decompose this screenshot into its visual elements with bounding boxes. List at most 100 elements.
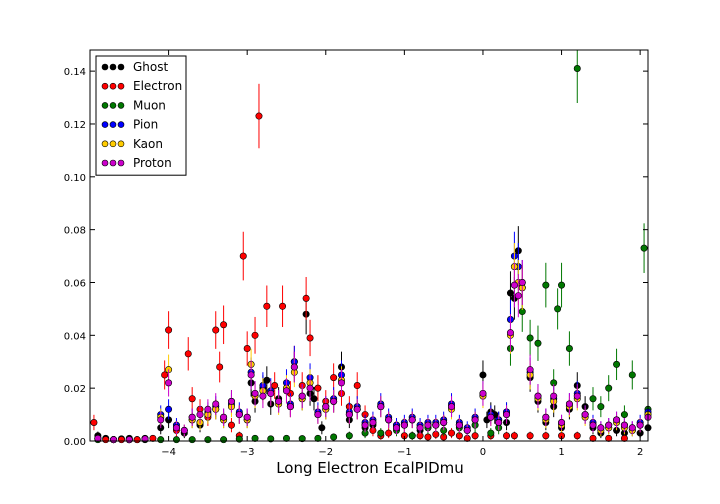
- data-point: [220, 413, 228, 421]
- data-point: [613, 416, 621, 424]
- data-point: [534, 392, 542, 400]
- data-point: [286, 403, 294, 411]
- data-point: [628, 424, 636, 432]
- legend-marker: [101, 102, 109, 109]
- data-point: [235, 411, 243, 419]
- data-point: [514, 292, 522, 300]
- x-tick-label: −1: [397, 447, 412, 458]
- data-point: [90, 419, 98, 427]
- legend-marker: [117, 82, 125, 90]
- data-point: [141, 435, 149, 443]
- data-point: [267, 435, 275, 443]
- data-point: [510, 432, 518, 440]
- legend-marker: [101, 140, 109, 148]
- data-point: [212, 326, 220, 334]
- legend-label-proton: Proton: [133, 156, 172, 170]
- data-point: [184, 350, 192, 358]
- data-point: [306, 334, 314, 342]
- data-point: [149, 434, 157, 442]
- data-point: [448, 429, 456, 437]
- data-point: [251, 389, 259, 397]
- x-axis-label: Long Electron EcalPIDmu: [276, 459, 464, 477]
- data-point: [408, 416, 416, 424]
- x-tick-label: −4: [161, 447, 176, 458]
- data-point: [314, 434, 322, 442]
- data-point: [589, 434, 597, 442]
- axes: −4 −3 −2 −1 0 1 2 0.00 0.02 0.04 0.06 0.08 0.10 0.12 0…: [64, 49, 649, 458]
- data-point: [314, 384, 322, 392]
- y-tick-label: 0.06: [64, 278, 86, 289]
- data-point: [330, 433, 338, 441]
- data-point: [361, 421, 369, 429]
- data-point: [227, 421, 235, 429]
- data-point: [408, 432, 416, 440]
- legend-marker: [101, 159, 109, 167]
- y-tick-label: 0.12: [64, 120, 86, 131]
- data-point: [534, 339, 542, 347]
- data-point: [243, 345, 251, 353]
- data-marks: [90, 50, 652, 444]
- data-point: [220, 321, 228, 329]
- data-point: [298, 435, 306, 443]
- data-point: [526, 334, 534, 342]
- data-point: [573, 64, 581, 72]
- data-point: [565, 400, 573, 408]
- data-point: [471, 416, 479, 424]
- x-tick-label: −2: [318, 447, 333, 458]
- data-point: [518, 278, 526, 286]
- legend-marker: [117, 63, 125, 71]
- data-point: [526, 432, 534, 440]
- data-point: [542, 432, 550, 440]
- data-point: [279, 302, 287, 310]
- data-point: [204, 405, 212, 413]
- data-point: [310, 395, 318, 403]
- y-tick-label: 0.08: [64, 226, 86, 237]
- legend-marker: [109, 102, 117, 109]
- data-point: [298, 392, 306, 400]
- data-point: [161, 371, 169, 379]
- legend: Ghost Electron Muon Pion Kaon Proton: [95, 55, 187, 176]
- data-point: [636, 421, 644, 429]
- data-point: [133, 436, 141, 444]
- data-point: [605, 384, 613, 392]
- y-tick-label: 0.14: [64, 67, 86, 78]
- data-point: [243, 413, 251, 421]
- data-point: [220, 436, 228, 444]
- data-point: [542, 413, 550, 421]
- data-point: [554, 305, 562, 313]
- series-muon: [94, 50, 652, 444]
- data-point: [337, 379, 345, 387]
- data-point: [157, 416, 165, 424]
- legend-marker: [117, 121, 125, 128]
- data-point: [94, 434, 102, 442]
- data-point: [306, 384, 314, 392]
- data-point: [212, 400, 220, 408]
- legend-marker: [109, 82, 117, 90]
- data-point: [558, 419, 566, 427]
- data-point: [526, 366, 534, 374]
- data-point: [180, 426, 188, 434]
- data-point: [620, 434, 628, 442]
- legend-marker: [117, 140, 125, 148]
- data-point: [290, 363, 298, 371]
- series-proton: [94, 259, 652, 444]
- data-point: [393, 424, 401, 432]
- data-point: [353, 405, 361, 413]
- data-point: [165, 405, 173, 413]
- data-point: [628, 371, 636, 379]
- data-point: [573, 392, 581, 400]
- data-point: [455, 421, 463, 429]
- series-ghost: [94, 226, 652, 444]
- data-point: [506, 289, 514, 297]
- data-point: [448, 403, 456, 411]
- data-point: [542, 281, 550, 289]
- data-point: [416, 424, 424, 432]
- plot-frame: [89, 49, 649, 442]
- data-point: [345, 411, 353, 419]
- y-tick-label: 0.10: [64, 173, 86, 184]
- data-point: [597, 424, 605, 432]
- data-point: [353, 382, 361, 390]
- data-point: [581, 411, 589, 419]
- data-point: [440, 419, 448, 427]
